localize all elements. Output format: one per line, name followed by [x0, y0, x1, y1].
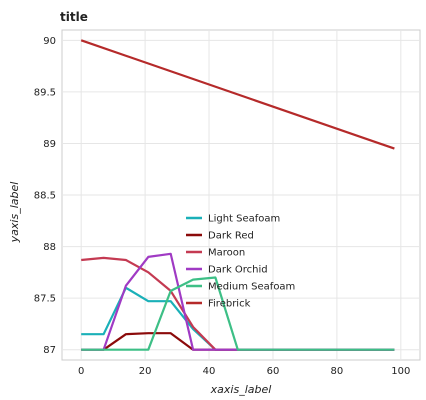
x-tick-label: 20	[139, 366, 152, 377]
y-axis-label: yaxis_label	[8, 182, 21, 244]
legend-label-dark-orchid: Dark Orchid	[208, 265, 268, 276]
x-tick-label: 100	[391, 366, 410, 377]
axes: 87 87.5 88 88.5 89 89.5 90 0 20 40 60 80 100	[34, 36, 411, 377]
y-tick-label: 89	[43, 139, 56, 150]
y-tick-label: 89.5	[34, 87, 56, 98]
chart-title: title	[60, 10, 88, 24]
series-line-firebrick	[80, 39, 395, 150]
legend-label-light-seafoam: Light Seafoam	[208, 214, 280, 225]
legend: Light Seafoam Dark Red Maroon Dark Orchid Me…	[186, 214, 295, 310]
x-axis-label: xaxis_label	[210, 383, 272, 396]
x-tick-label: 60	[267, 366, 280, 377]
legend-label-firebrick: Firebrick	[208, 299, 251, 310]
y-tick-label: 87.5	[34, 294, 56, 305]
legend-label-maroon: Maroon	[208, 248, 245, 259]
legend-label-medium-seafoam: Medium Seafoam	[208, 282, 295, 293]
y-tick-label: 87	[43, 345, 56, 356]
grid	[61, 29, 421, 361]
legend-label-dark-red: Dark Red	[208, 231, 254, 242]
x-tick-label: 0	[78, 366, 84, 377]
series-group	[80, 39, 395, 351]
y-tick-label: 88	[43, 242, 56, 253]
x-tick-label: 40	[203, 366, 216, 377]
y-tick-label: 88.5	[34, 191, 56, 202]
series-line-medium-seafoam	[81, 276, 395, 351]
y-tick-label: 90	[43, 36, 56, 47]
x-tick-label: 80	[331, 366, 344, 377]
